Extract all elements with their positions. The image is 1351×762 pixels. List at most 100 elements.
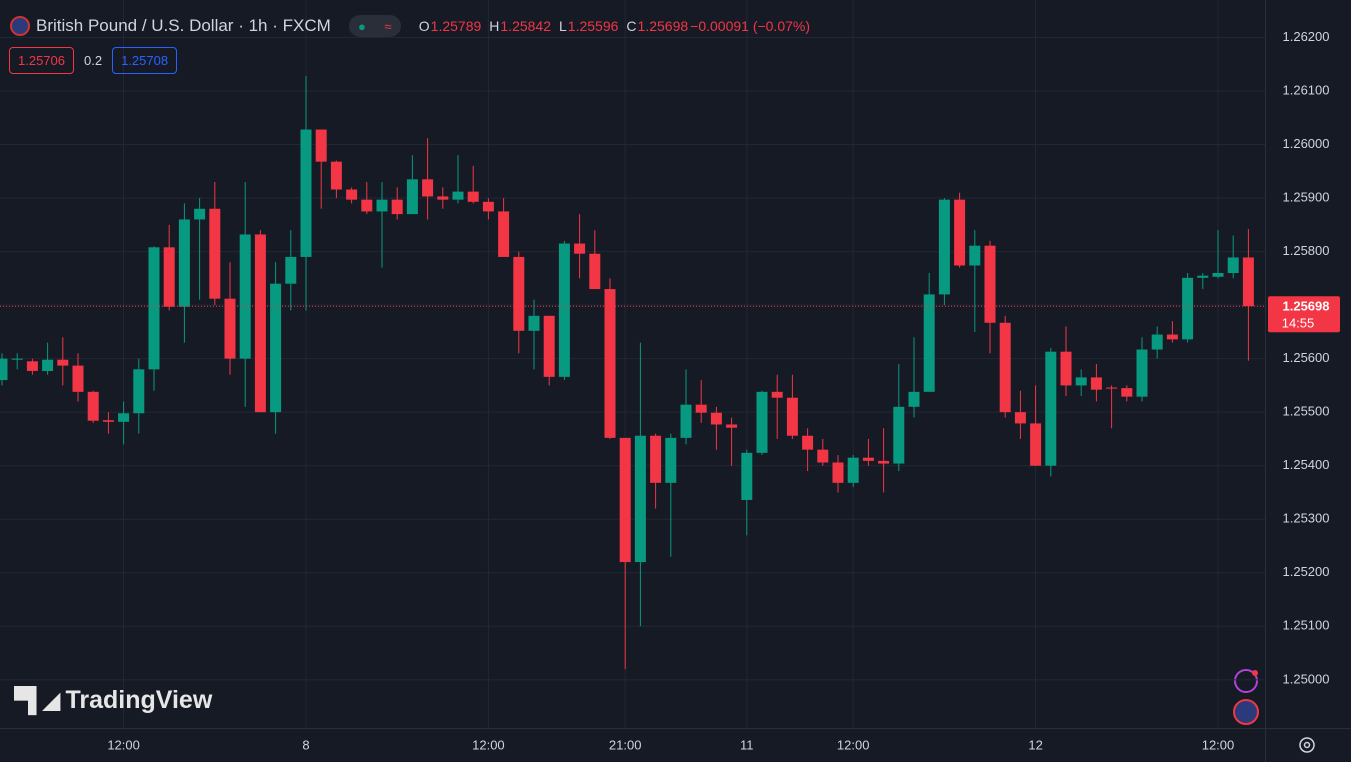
candle-body: [923, 294, 935, 392]
quote-panel: 1.25706 0.2 1.25708: [9, 46, 178, 74]
candle-body: [194, 208, 206, 220]
candle-body: [11, 358, 23, 360]
candle-body: [72, 365, 84, 392]
candle-body: [908, 391, 920, 407]
candle-body: [726, 424, 738, 428]
candle-body: [87, 391, 99, 421]
candle-body: [498, 211, 510, 257]
settings-icon[interactable]: [1299, 737, 1315, 753]
candle-body: [178, 219, 190, 307]
symbol-flag: [10, 16, 30, 36]
ask-price[interactable]: 1.25708: [112, 46, 178, 74]
candle-body: [710, 412, 722, 425]
candle-body: [422, 179, 434, 197]
candle-body: [817, 449, 829, 463]
watermark-text: TradingView: [65, 686, 213, 714]
candle-body: [558, 243, 570, 377]
candle-body: [118, 413, 130, 422]
last-price-label: 1.25698: [1283, 299, 1330, 314]
candle-body: [1045, 351, 1057, 466]
candle-body: [1242, 257, 1254, 307]
y-tick-label: 1.25100: [1283, 618, 1330, 633]
y-tick-label: 1.25300: [1283, 511, 1330, 526]
candle-body: [346, 189, 358, 200]
x-tick-label: 11: [740, 737, 754, 752]
header: British Pound / U.S. Dollar · 1h · FXCM …: [10, 12, 810, 40]
candle-body: [437, 196, 449, 200]
legend-item: C1.25698: [626, 18, 688, 34]
bid-price[interactable]: 1.25706: [9, 46, 74, 74]
gear[interactable]: [1299, 737, 1315, 753]
candle-body: [893, 406, 905, 464]
watermark-logo: ▀▌◢: [14, 687, 61, 714]
last-price-box: [1268, 296, 1340, 333]
candle-body: [938, 199, 950, 295]
market-status[interactable]: ● ≈: [348, 15, 401, 37]
candle-body: [680, 404, 692, 438]
price-change: −0.00091 (−0.07%): [690, 18, 811, 34]
legend-label: L: [559, 18, 567, 34]
y-tick-label: 1.25800: [1283, 243, 1330, 258]
symbol-title: British Pound / U.S. Dollar · 1h · FXCM: [36, 16, 331, 35]
candle-body: [528, 315, 540, 331]
candle-body: [513, 256, 525, 331]
gear-hub[interactable]: [1303, 741, 1311, 749]
candle-body: [361, 199, 373, 212]
candle-body: [270, 283, 282, 413]
y-tick-label: 1.26100: [1283, 82, 1330, 97]
candle-body: [209, 208, 221, 299]
candle-body: [315, 129, 327, 162]
candle-body: [26, 361, 38, 371]
candle-body: [741, 452, 753, 500]
y-tick-label: 1.25600: [1283, 350, 1330, 365]
candle-body: [285, 256, 297, 284]
legend-label: H: [489, 18, 500, 34]
spread: 0.2: [84, 52, 103, 68]
candle-body: [452, 191, 464, 200]
candle-body: [1014, 412, 1026, 424]
alert-icon[interactable]: [1234, 669, 1258, 693]
candle-body: [847, 457, 859, 483]
candle-body: [954, 199, 966, 266]
legend-value: 1.25596: [567, 18, 619, 34]
candle-body: [1060, 351, 1072, 386]
candle-body: [1166, 334, 1178, 340]
candle-body: [619, 437, 631, 563]
y-tick-label: 1.25900: [1283, 189, 1330, 204]
candle-body: [1151, 334, 1163, 350]
candle-body: [1121, 388, 1133, 397]
alert-dot: [1252, 670, 1258, 676]
candle-body: [604, 289, 616, 438]
candle-body: [1212, 273, 1224, 277]
candle-body: [574, 243, 586, 254]
legend-value: 1.25842: [500, 18, 551, 34]
candle-body: [102, 420, 114, 422]
candle-body: [802, 435, 814, 450]
x-tick-label: 12:00: [1202, 737, 1235, 752]
candle-body: [42, 359, 54, 371]
candle-body: [999, 322, 1011, 413]
candle-body: [1227, 257, 1239, 273]
y-tick-label: 1.26000: [1283, 136, 1330, 151]
countdown: 14:55: [1282, 316, 1315, 331]
candles: [0, 76, 1254, 670]
candle-body: [239, 234, 251, 359]
candle-body: [756, 391, 768, 453]
flag-icon[interactable]: [1233, 699, 1259, 725]
candle-body: [589, 253, 601, 290]
candle-body: [224, 298, 236, 359]
candle-body: [482, 201, 494, 212]
candle-body: [57, 359, 69, 366]
y-tick-label: 1.25200: [1283, 564, 1330, 579]
legend-item: O1.25789: [419, 18, 482, 34]
candle-body: [330, 161, 342, 190]
candle-body: [376, 199, 388, 212]
candle-body: [634, 435, 646, 563]
legend-label: O: [418, 18, 430, 34]
candle-body: [163, 247, 175, 307]
y-tick-label: 1.25500: [1283, 404, 1330, 419]
candle-body: [1090, 377, 1102, 390]
x-tick-label: 12:00: [472, 737, 505, 752]
